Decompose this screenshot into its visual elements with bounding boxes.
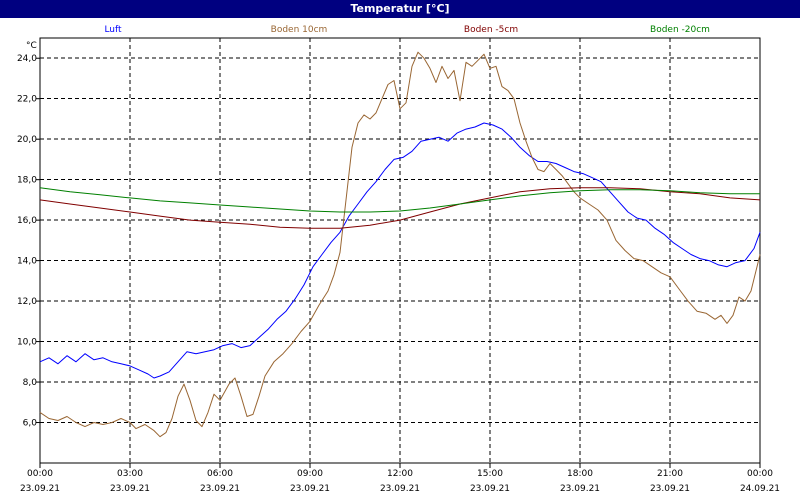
x-tick-time-label: 06:00	[207, 469, 233, 479]
x-tick-date-label: 23.09.21	[470, 484, 510, 494]
series-line-boden-20cm	[39, 187, 760, 213]
x-tick-time-label: 03:00	[117, 469, 143, 479]
x-tick-time-label: 15:00	[477, 469, 503, 479]
x-tick-time-label: 00:00	[747, 469, 773, 479]
x-tick-date-label: 23.09.21	[290, 484, 330, 494]
x-tick-date-label: 23.09.21	[20, 484, 60, 494]
x-tick-time-label: 00:00	[27, 469, 53, 479]
grid	[40, 38, 760, 463]
legend-entry: Boden 10cm	[271, 25, 328, 35]
series-lines	[39, 51, 761, 438]
x-tick-date-label: 23.09.21	[650, 484, 690, 494]
x-tick-time-label: 12:00	[387, 469, 413, 479]
x-tick-time-label: 21:00	[657, 469, 683, 479]
x-tick-date-label: 23.09.21	[200, 484, 240, 494]
y-tick-label: 14,0	[17, 257, 37, 267]
y-tick-label: 12,0	[17, 297, 37, 307]
x-tick-date-label: 23.09.21	[380, 484, 420, 494]
y-tick-label: 24,0	[17, 54, 37, 64]
x-tick-date-label: 23.09.21	[560, 484, 600, 494]
y-tick-label: 18,0	[17, 176, 37, 186]
x-tick-date-label: 24.09.21	[740, 484, 780, 494]
legend-entry: Boden -20cm	[650, 25, 710, 35]
x-tick-date-label: 23.09.21	[110, 484, 150, 494]
x-axis: 00:00 23.09.21 03:00 23.09.21 06:00 23.09.21 0…	[20, 463, 780, 494]
series-line-luft	[39, 122, 761, 379]
y-tick-label: 10,0	[17, 338, 37, 348]
series-line-boden-10cm	[39, 51, 761, 438]
y-tick-label: 20,0	[17, 135, 37, 145]
x-tick-time-label: 09:00	[297, 469, 323, 479]
y-axis: 6,0 8,0 10,0 12,0 14,0 16,0 18,0 20,0 22,0 24,0	[17, 54, 40, 429]
y-axis-label: °C	[26, 41, 37, 51]
legend-entry: Luft	[104, 25, 122, 35]
y-tick-label: 8,0	[23, 378, 38, 388]
y-tick-label: 6,0	[23, 419, 38, 429]
legend: Luft Boden 10cm Boden -5cm Boden -20cm	[104, 25, 710, 35]
temperature-chart: 6,0 8,0 10,0 12,0 14,0 16,0 18,0 20,0 22,0 24,0 0…	[0, 18, 800, 500]
x-tick-time-label: 18:00	[567, 469, 593, 479]
legend-entry: Boden -5cm	[464, 25, 518, 35]
y-tick-label: 16,0	[17, 216, 37, 226]
chart-title: Temperatur [°C]	[0, 0, 800, 18]
y-tick-label: 22,0	[17, 95, 37, 105]
series-line-boden-5cm	[39, 187, 761, 229]
